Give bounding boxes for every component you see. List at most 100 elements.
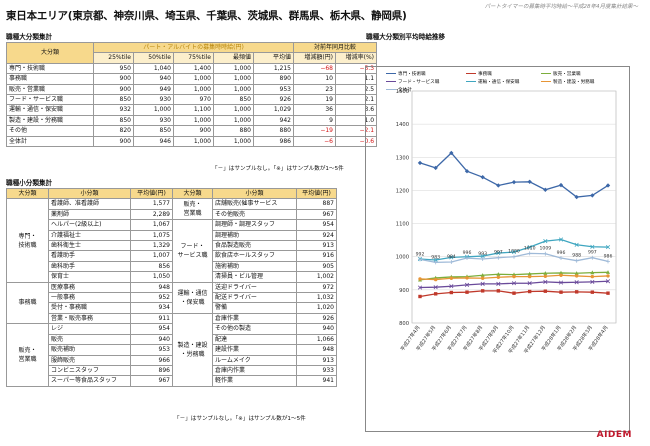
- subcategory-avg: 954: [296, 219, 337, 231]
- data-label: 1009: [539, 246, 551, 252]
- y-tick-label: 1400: [396, 122, 409, 128]
- cell-p50: 930: [133, 114, 174, 127]
- group-label: 販売・ 営業職: [172, 198, 213, 221]
- col-header-category: 大分類: [6, 42, 94, 64]
- cell-p50: 1,040: [133, 62, 174, 75]
- cell-rate: −0.6: [334, 135, 378, 148]
- table-row: 清掃員・ビル管理 1,002: [173, 271, 337, 283]
- legend-swatch: [466, 80, 476, 83]
- subcategory-name: その他の製造: [212, 323, 297, 335]
- data-point: [512, 274, 516, 279]
- data-point: [433, 257, 438, 263]
- legend-label: 運輸・通信・保安職: [478, 80, 520, 85]
- cell-mode: 1,000: [213, 73, 254, 85]
- data-point: [574, 280, 579, 285]
- cell-p50: 930: [133, 94, 174, 106]
- data-label: 996: [557, 250, 566, 256]
- col-header-large: 大分類: [172, 187, 213, 200]
- legend-label: 販売・営業職: [553, 72, 581, 77]
- subcategory-name: 受付・事務職: [48, 302, 131, 314]
- legend-item: 販売・営業職: [541, 71, 581, 77]
- subcategory-avg: 948: [296, 344, 337, 356]
- data-label: 986: [604, 253, 613, 259]
- data-label: 992: [416, 251, 425, 257]
- cell-avg: 953: [253, 83, 294, 96]
- subcategory-avg: 1,050: [130, 271, 173, 283]
- data-point: [605, 245, 611, 250]
- cell-avg: 1,029: [253, 104, 294, 116]
- subcategory-avg: 1,075: [130, 229, 173, 242]
- sub-header: 平均値: [253, 52, 294, 64]
- data-point: [559, 256, 563, 261]
- data-point: [574, 274, 579, 278]
- cell-mode: 1,000: [213, 114, 254, 127]
- cell-mode: 1,000: [213, 83, 254, 96]
- subcategory-name: スーパー等食品スタッフ: [48, 375, 131, 387]
- data-point: [496, 281, 501, 286]
- subcategory-avg: 972: [296, 281, 337, 294]
- subcategory-avg: 1,007: [130, 250, 173, 262]
- data-point: [433, 277, 438, 282]
- cell-p25: 850: [93, 114, 134, 127]
- data-point: [480, 289, 485, 293]
- subcategory-name: 販売補助: [48, 344, 131, 356]
- cell-p25: 900: [93, 73, 134, 85]
- group-label: 製造・建設 ・労務職: [172, 312, 213, 387]
- col-header-small: 小分類: [48, 187, 131, 200]
- data-point: [543, 279, 548, 284]
- subcategory-name: 介護福祉士: [48, 229, 131, 242]
- data-point: [527, 179, 532, 185]
- data-label: 993: [478, 251, 487, 257]
- cell-avg: 1,215: [253, 62, 294, 75]
- data-point: [465, 256, 469, 261]
- data-point: [558, 237, 564, 242]
- data-point: [511, 281, 517, 286]
- legend-swatch: [386, 88, 396, 91]
- cell-avg: 942: [253, 114, 294, 127]
- row-category: その他: [6, 125, 94, 137]
- col-header-yoy-group: 対前年同月比較: [292, 41, 378, 54]
- cell-diff: 9: [293, 114, 336, 127]
- subcategory-name: 服飾販売: [48, 354, 131, 366]
- chart-legend: 専門・技術職 事務職 販売・営業職 フード・サービス職 運輸・通信・保安職 製造・建設・労…: [366, 67, 631, 97]
- region-title: 東日本エリア(東京都、神奈川県、埼玉県、千葉県、茨城県、群馬県、栃木県、静岡県): [6, 10, 407, 22]
- cell-p75: 1,000: [173, 73, 214, 85]
- data-point: [464, 282, 470, 287]
- legend-swatch: [386, 72, 396, 75]
- table-row: 配送ドライバー 1,032: [173, 292, 337, 304]
- y-tick-label: 1000: [396, 255, 409, 261]
- subcategory-name: その他販売: [212, 208, 297, 221]
- subcategory-avg: 1,032: [296, 292, 337, 304]
- cell-mode: 1,000: [213, 135, 254, 148]
- data-point: [449, 276, 454, 280]
- data-point: [417, 160, 423, 166]
- large-category-table: 大分類 パート・アルバイトの募集時時給(円) 対前年同月比較 25%tile 50…: [6, 41, 378, 148]
- legend-swatch: [541, 80, 551, 83]
- table-row: 販売・ 営業職 店舗販売(催事サービス 887: [172, 198, 337, 221]
- data-point: [512, 254, 516, 259]
- subcategory-name: 販売: [48, 333, 131, 346]
- subcategory-avg: 940: [296, 323, 337, 335]
- data-point: [496, 183, 501, 188]
- chart-section-title: 職種大分類別平均時給推移: [366, 33, 446, 41]
- table-row: 事務職 900 940 1,000 1,000 890 10 1.1: [6, 73, 378, 85]
- subcategory-name: レジ: [48, 323, 131, 335]
- data-point: [511, 249, 517, 255]
- data-point: [465, 290, 469, 294]
- group-label: フード・ サービス職: [172, 219, 213, 283]
- data-point: [480, 253, 485, 259]
- data-point: [527, 271, 532, 276]
- data-point: [418, 277, 422, 281]
- data-point: [465, 276, 469, 280]
- data-point: [590, 290, 595, 294]
- subcategory-name: 倉庫内作業: [212, 364, 297, 377]
- legend-item: 事務職: [466, 71, 492, 77]
- row-category: 販売・営業職: [6, 83, 94, 96]
- table-row: 運輸・通信・保安職 932 1,000 1,100 1,000 1,029 36 3.6: [6, 104, 378, 116]
- data-point: [433, 165, 438, 171]
- subcategory-avg: 905: [296, 260, 337, 273]
- sub-header: 50%tile: [133, 52, 174, 64]
- subcategory-name: 建設作業: [212, 344, 297, 356]
- data-point: [527, 245, 532, 250]
- cell-diff: 19: [293, 94, 336, 106]
